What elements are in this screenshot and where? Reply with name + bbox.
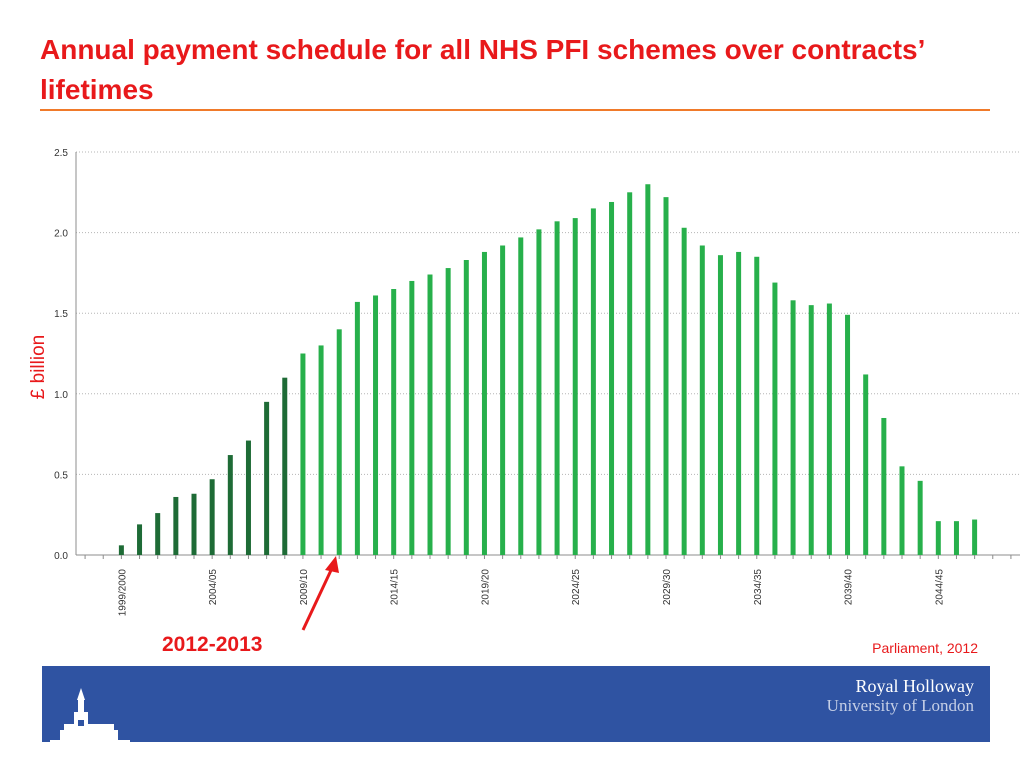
x-tick-label: 2039/40 (844, 569, 855, 606)
y-tick-label: 0.5 (54, 470, 68, 481)
y-tick-label: 1.5 (54, 309, 68, 320)
bar-2035-36 (772, 282, 778, 555)
bar-2028-29 (645, 184, 651, 556)
university-brand: Royal Holloway University of London (827, 676, 974, 716)
y-axis-label: £ billion (28, 335, 49, 399)
footer-banner: Royal Holloway University of London (42, 666, 990, 742)
y-tick-label: 0.0 (54, 551, 68, 562)
y-tick-label: 1.0 (54, 390, 68, 401)
bar-2012-13 (354, 301, 360, 555)
x-tick-label: 2004/05 (208, 569, 219, 606)
bar-2040-41 (863, 374, 869, 555)
bar-2015-16 (409, 280, 415, 555)
bar-2005-06 (227, 455, 233, 555)
callout-arrow (301, 556, 339, 631)
bar-2038-39 (826, 303, 832, 555)
x-tick-label: 2034/35 (753, 569, 764, 606)
bar-2043-44 (917, 480, 923, 555)
bar-2016-17 (427, 274, 433, 555)
brand-line1: Royal Holloway (855, 676, 975, 696)
bar-2042-43 (899, 466, 905, 555)
source-citation: Parliament, 2012 (872, 640, 978, 656)
x-tick-label: 2009/10 (299, 569, 310, 606)
bar-2017-18 (445, 268, 451, 555)
brand-line2: University of London (826, 696, 974, 715)
bar-2032-33 (717, 255, 723, 555)
payment-bar-chart: 0.0 0.5 1.0 1.5 2.0 2.5 1999/2000 2004/05 2009/… (28, 148, 1020, 631)
bar-2002-03 (173, 496, 179, 555)
slide-title: Annual payment schedule for all NHS PFI … (40, 34, 924, 105)
title-rule (40, 109, 990, 111)
bar-2039-40 (845, 314, 851, 555)
bar-2022-23 (536, 229, 542, 555)
x-tick-label: 2014/15 (390, 569, 401, 606)
bar-2004-05 (209, 479, 215, 555)
bar-2003-04 (191, 493, 197, 555)
bar-2000-01 (137, 524, 143, 555)
bar-2019-20 (481, 251, 487, 555)
x-tick-label: 1999/2000 (117, 569, 128, 617)
bar-2023-24 (554, 221, 560, 556)
bar-2021-22 (518, 237, 524, 555)
bar-2013-14 (373, 295, 379, 555)
bar-2045-46 (953, 521, 959, 555)
bar-2007-08 (264, 401, 270, 555)
bar-2029-30 (663, 197, 669, 556)
bar-2041-42 (881, 417, 887, 555)
bar-2044-45 (935, 521, 941, 555)
x-tick-label: 2044/45 (934, 569, 945, 606)
bar-2046-47 (972, 519, 978, 555)
bar-2034-35 (754, 256, 760, 555)
bar-2027-28 (627, 192, 633, 556)
bar-2008-09 (282, 377, 288, 555)
callout-2012-2013: 2012-2013 (162, 633, 263, 656)
bar-2020-21 (500, 245, 506, 555)
x-tick-label: 2024/25 (571, 569, 582, 606)
y-tick-label: 2.0 (54, 229, 68, 240)
x-tick-label: 2019/20 (480, 569, 491, 606)
bar-2030-31 (681, 227, 687, 555)
bar-2018-19 (463, 260, 469, 555)
university-logo-icon (50, 688, 130, 742)
y-tick-label: 2.5 (54, 148, 68, 159)
bar-1999-2000 (118, 545, 124, 555)
bar-2011-12 (336, 329, 342, 555)
bar-2036-37 (790, 300, 796, 555)
bar-2025-26 (590, 208, 596, 556)
bar-2026-27 (609, 201, 615, 556)
bar-2037-38 (808, 305, 814, 555)
bar-2014-15 (391, 289, 397, 555)
bar-2031-32 (699, 245, 705, 555)
x-tick-label: 2029/30 (662, 569, 673, 606)
bar-2033-34 (736, 251, 742, 555)
bar-2010-11 (318, 345, 324, 555)
bar-2006-07 (245, 440, 251, 555)
bar-2009-10 (300, 353, 306, 555)
bar-2001-02 (155, 513, 161, 555)
bar-2024-25 (572, 218, 578, 556)
